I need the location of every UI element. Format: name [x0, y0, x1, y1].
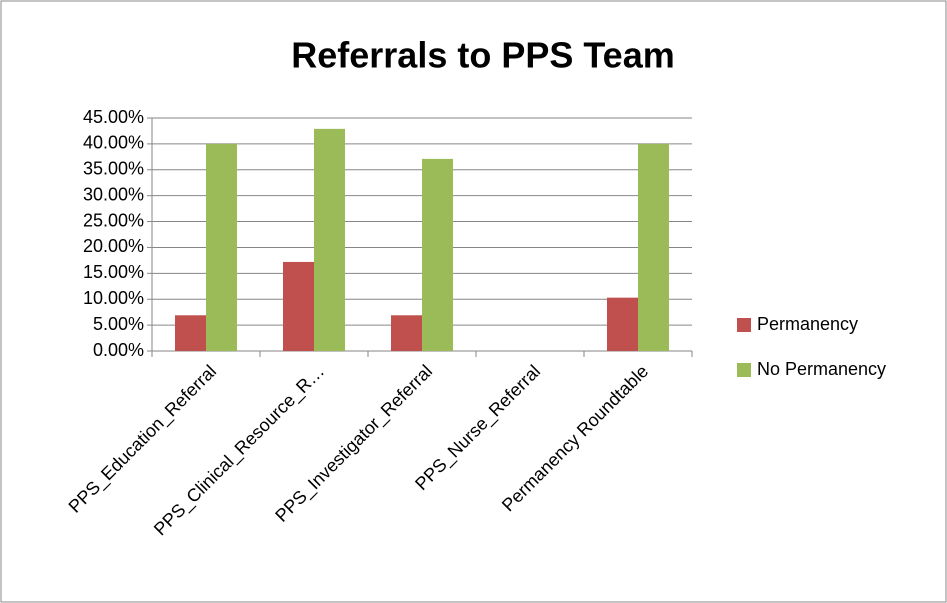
bar: [175, 315, 206, 351]
y-tick-label: 0.00%: [93, 340, 144, 360]
y-tick-label: 35.00%: [83, 159, 144, 179]
y-tick-label: 45.00%: [83, 107, 144, 127]
y-tick-label: 25.00%: [83, 210, 144, 230]
y-tick-label: 15.00%: [83, 262, 144, 282]
legend-label: No Permanency: [757, 359, 886, 379]
legend-swatch: [737, 363, 751, 377]
legend-swatch: [737, 318, 751, 332]
bar: [283, 261, 314, 351]
bar: [607, 297, 638, 351]
y-tick-label: 5.00%: [93, 314, 144, 334]
bar: [391, 315, 422, 351]
y-tick-label: 40.00%: [83, 133, 144, 153]
y-tick-label: 20.00%: [83, 236, 144, 256]
bar: [206, 143, 237, 351]
bar: [638, 143, 669, 351]
legend-label: Permanency: [757, 314, 858, 334]
y-tick-label: 30.00%: [83, 184, 144, 204]
bar: [422, 158, 453, 351]
chart-title: Referrals to PPS Team: [291, 35, 674, 76]
bar: [314, 128, 345, 351]
y-tick-label: 10.00%: [83, 288, 144, 308]
